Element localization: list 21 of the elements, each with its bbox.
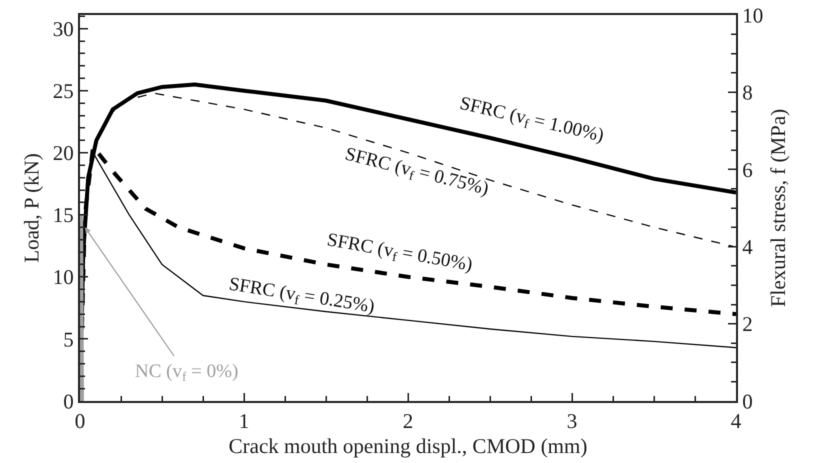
y-tick-label: 5 <box>63 327 74 352</box>
x-axis-title: Crack mouth opening displ., CMOD (mm) <box>228 434 588 458</box>
y-tick-label: 0 <box>63 389 74 414</box>
y-tick-label: 15 <box>52 203 74 228</box>
y2-tick-label: 2 <box>742 312 753 336</box>
y2-axis-title: Flexural stress, f (MPa) <box>766 108 790 308</box>
x-tick-label: 3 <box>566 409 578 434</box>
x-tick-label: 4 <box>730 409 742 434</box>
x-tick-label: 2 <box>402 409 414 434</box>
text: NC (v$_{f}$ = 0%) <box>135 361 238 384</box>
y2-tick-label: 8 <box>742 80 753 105</box>
y2-tick-label: 4 <box>742 234 754 259</box>
y2-tick-label: 6 <box>742 158 753 182</box>
y-tick-label: 10 <box>52 265 74 290</box>
y-tick-label: 20 <box>52 141 74 166</box>
y-tick-label: 30 <box>52 17 74 41</box>
y-axis-title: Load, P (kN) <box>19 153 44 263</box>
x-tick-label: 1 <box>238 409 250 434</box>
y2-tick-label: 10 <box>742 3 764 28</box>
y2-tick-label: 0 <box>742 389 753 414</box>
y-tick-label: 25 <box>52 79 74 104</box>
